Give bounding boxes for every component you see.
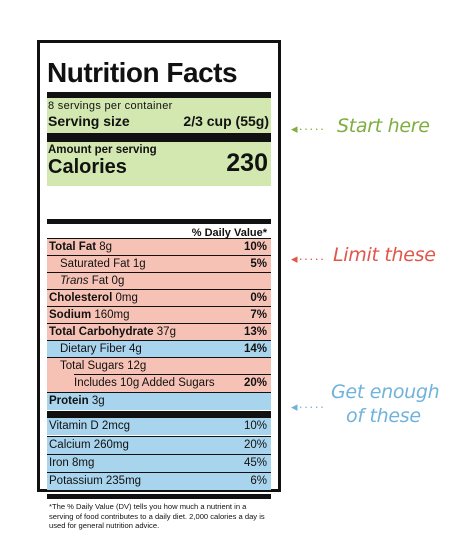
serving-size-value: 2/3 cup (55g) — [183, 113, 269, 129]
servings-per-container: 8 servings per container — [48, 100, 173, 112]
nutrient-dv: 10% — [243, 241, 267, 253]
nutrient-dv: 20% — [243, 377, 267, 389]
thick-divider — [47, 411, 271, 418]
vitamin-row-potassium: Potassium 235mg 6% — [47, 472, 271, 490]
vitamin-amount: 2mcg — [101, 420, 130, 432]
nutrient-row-saturated-fat: Saturated Fat 1g 5% — [47, 255, 271, 272]
nutrient-amount: 3g — [91, 395, 105, 407]
nutrition-label: Nutrition Facts 8 servings per container… — [37, 40, 281, 530]
limit-these-note: Limit these — [333, 244, 436, 266]
calories-label: Calories — [48, 156, 127, 178]
calories-section: Amount per serving Calories 230 — [47, 133, 271, 186]
nutrient-dv: 7% — [250, 309, 267, 321]
nutrient-row-total-sugars: Total Sugars 12g — [47, 357, 271, 374]
added-sugars-rule — [74, 374, 271, 375]
nutrient-row-dietary-fiber: Dietary Fiber 4g 14% — [47, 340, 271, 357]
start-arrow-icon: ◂····· — [291, 121, 326, 136]
vitamin-dv: 6% — [250, 475, 267, 487]
nutrient-amount: 4g — [129, 343, 142, 355]
daily-value-header: % Daily Value* — [47, 219, 271, 239]
vitamin-name: Vitamin D — [49, 420, 99, 432]
nutrient-name: Saturated Fat — [60, 258, 130, 270]
nutrient-dv: 14% — [243, 343, 267, 355]
nutrient-name: Dietary Fiber — [60, 343, 126, 355]
nutrient-name: Sodium — [49, 309, 92, 321]
nutrient-amount: 37g — [156, 326, 176, 338]
nutrient-row-trans-fat: Trans Fat 0g — [47, 272, 271, 289]
nutrient-amount: 1g — [132, 258, 146, 270]
nutrient-name: Total Carbohydrate — [49, 326, 154, 338]
nutrient-dv: 0% — [250, 292, 267, 304]
vitamin-amount: 235mg — [105, 475, 142, 487]
serving-section: 8 servings per container Serving size 2/… — [47, 92, 271, 133]
nutrient-name: Total Sugars — [60, 360, 124, 372]
nutrient-name: Trans — [60, 275, 89, 287]
nutrient-row-protein: Protein 3g — [47, 392, 271, 410]
vitamin-dv: 45% — [243, 457, 267, 469]
nutrient-name: Cholesterol — [49, 292, 113, 304]
footnote: *The % Daily Value (DV) tells you how mu… — [47, 494, 271, 530]
vitamin-name: Potassium — [49, 475, 103, 487]
vitamin-dv: 10% — [243, 420, 267, 432]
vitamin-row-vitamin-d: Vitamin D 2mcg 10% — [47, 418, 271, 435]
nutrient-row-added-sugars: Includes 10g Added Sugars 20% — [47, 374, 271, 392]
vitamin-name: Calcium — [49, 439, 91, 451]
nutrient-amount: 12g — [127, 360, 147, 372]
nutrient-row-cholesterol: Cholesterol 0mg 0% — [47, 289, 271, 306]
nutrient-amount: 0mg — [115, 292, 138, 304]
vitamin-name: Iron — [49, 457, 69, 469]
nutrient-amount: Fat 0g — [91, 275, 125, 287]
vitamin-amount: 260mg — [93, 439, 129, 451]
nutrient-row-total-fat: Total Fat 8g 10% — [47, 238, 271, 255]
vitamin-row-calcium: Calcium 260mg 20% — [47, 436, 271, 454]
serving-size-label: Serving size — [48, 113, 130, 129]
nutrient-amount: 160mg — [94, 309, 130, 321]
get-arrow-icon: ◂····· — [291, 399, 326, 414]
amount-per-serving: Amount per serving — [48, 144, 157, 156]
limit-arrow-icon: ◂····· — [291, 251, 326, 266]
nutrient-row-total-carbohydrate: Total Carbohydrate 37g 13% — [47, 323, 271, 340]
get-enough-note-line2: of these — [346, 405, 421, 427]
get-enough-note-line1: Get enough — [331, 381, 440, 403]
nutrient-dv: 5% — [250, 258, 267, 270]
calories-value: 230 — [226, 149, 268, 177]
start-here-note: Start here — [337, 115, 430, 137]
nutrient-dv: 13% — [243, 326, 267, 338]
nutrient-name: Protein — [49, 395, 89, 407]
nutrient-name: Total Fat — [49, 241, 97, 253]
vitamin-dv: 20% — [243, 439, 267, 451]
label-title: Nutrition Facts — [47, 57, 238, 88]
nutrient-name: Includes 10g Added Sugars — [74, 377, 215, 389]
vitamin-row-iron: Iron 8mg 45% — [47, 454, 271, 472]
nutrient-row-sodium: Sodium 160mg 7% — [47, 306, 271, 323]
nutrient-amount: 8g — [99, 241, 113, 253]
vitamin-amount: 8mg — [72, 457, 95, 469]
